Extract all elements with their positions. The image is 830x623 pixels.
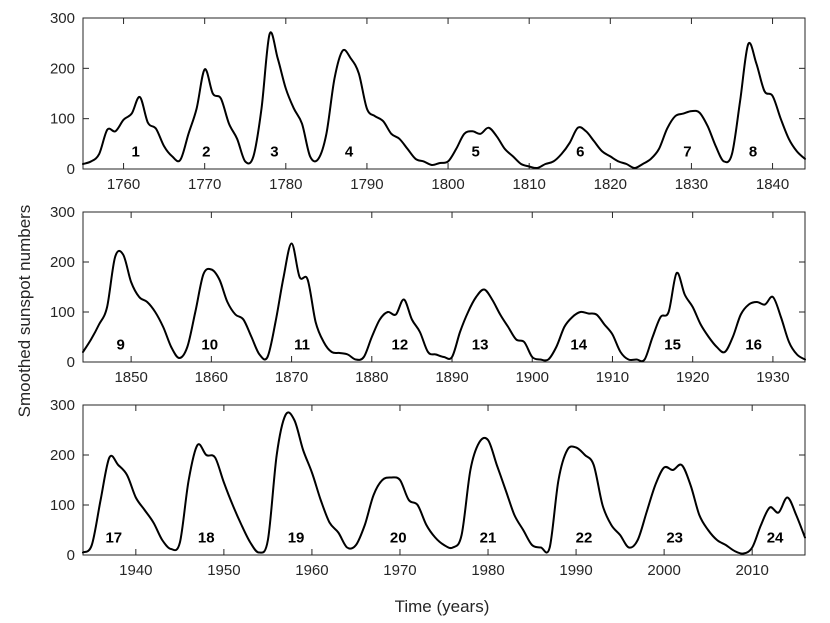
- x-tick-label: 1830: [675, 176, 708, 193]
- cycle-label: 4: [345, 143, 354, 160]
- cycle-label: 1: [132, 143, 140, 160]
- cycle-label: 24: [767, 530, 784, 547]
- cycle-label: 12: [392, 337, 409, 354]
- y-tick-label: 100: [50, 304, 75, 321]
- cycle-label: 5: [471, 143, 479, 160]
- sunspot-series-line: [82, 242, 806, 363]
- x-tick-label: 1990: [559, 562, 592, 579]
- x-tick-label: 1980: [471, 562, 504, 579]
- cycle-label: 21: [480, 530, 497, 547]
- cycle-label: 13: [472, 337, 489, 354]
- x-tick-label: 1840: [756, 176, 789, 193]
- cycle-label: 2: [202, 143, 210, 160]
- cycle-label: 22: [576, 530, 593, 547]
- x-tick-label: 1810: [512, 176, 545, 193]
- y-tick-label: 0: [67, 161, 75, 178]
- y-tick-label: 200: [50, 60, 75, 77]
- panel-2: 0 100 200 300 1850 1860 1870 1880 1890 1900 1910 19…: [50, 204, 806, 386]
- x-tick-label: 1870: [275, 369, 308, 386]
- cycle-label: 10: [201, 337, 218, 354]
- panel-3: 0 100 200 300 1940 1950 1960 1970 1980 1990 2000 20…: [50, 397, 806, 579]
- y-tick-label: 0: [67, 354, 75, 371]
- cycle-label: 9: [117, 337, 125, 354]
- x-tick-label: 1960: [295, 562, 328, 579]
- x-tick-label: 1970: [383, 562, 416, 579]
- cycle-label: 7: [683, 143, 691, 160]
- cycle-label: 16: [745, 337, 762, 354]
- x-tick-label: 1950: [207, 562, 240, 579]
- x-tick-label: 1790: [350, 176, 383, 193]
- x-tick-label: 1800: [431, 176, 464, 193]
- x-tick-label: 2010: [735, 562, 768, 579]
- cycle-label: 15: [664, 337, 681, 354]
- x-tick-label: 1910: [596, 369, 629, 386]
- x-tick-label: 1860: [195, 369, 228, 386]
- cycle-label: 11: [294, 337, 310, 354]
- cycle-label: 14: [570, 337, 587, 354]
- cycle-label: 3: [270, 143, 278, 160]
- cycle-label: 8: [749, 143, 757, 160]
- y-axis-title: Smoothed sunspot numbers: [15, 205, 34, 418]
- x-tick-label: 1760: [107, 176, 140, 193]
- sunspot-series-line: [82, 411, 806, 555]
- y-tick-label: 300: [50, 397, 75, 414]
- cycle-label: 17: [105, 530, 122, 547]
- x-tick-label: 1920: [676, 369, 709, 386]
- x-tick-label: 1880: [355, 369, 388, 386]
- x-tick-label: 1930: [756, 369, 789, 386]
- sunspot-series-line: [82, 31, 806, 170]
- x-tick-label: 1940: [119, 562, 152, 579]
- axes-frame: [82, 404, 806, 556]
- cycle-label: 18: [198, 530, 215, 547]
- x-tick-label: 1820: [594, 176, 627, 193]
- cycle-label: 23: [666, 530, 683, 547]
- y-tick-label: 100: [50, 497, 75, 514]
- axes-frame: [82, 17, 806, 170]
- axes-frame: [82, 211, 806, 363]
- cycle-label: 6: [576, 143, 584, 160]
- x-tick-label: 1770: [188, 176, 221, 193]
- y-tick-label: 300: [50, 204, 75, 221]
- y-tick-label: 100: [50, 111, 75, 128]
- y-tick-label: 200: [50, 447, 75, 464]
- x-tick-label: 1780: [269, 176, 302, 193]
- y-tick-label: 300: [50, 10, 75, 27]
- y-tick-label: 0: [67, 547, 75, 564]
- x-tick-label: 1850: [114, 369, 147, 386]
- x-tick-label: 1900: [516, 369, 549, 386]
- cycle-label: 19: [288, 530, 305, 547]
- x-tick-label: 2000: [647, 562, 680, 579]
- cycle-label: 20: [390, 530, 407, 547]
- y-tick-label: 200: [50, 254, 75, 271]
- x-tick-label: 1890: [435, 369, 468, 386]
- x-axis-title: Time (years): [395, 597, 490, 616]
